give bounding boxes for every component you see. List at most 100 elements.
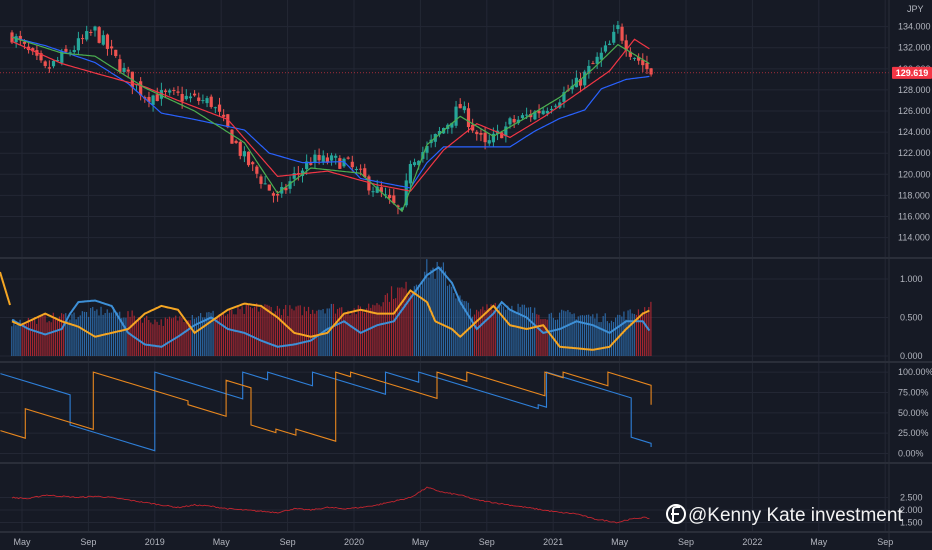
oscillator-bar xyxy=(202,317,204,356)
aroon-tick-label: 25.00% xyxy=(898,428,929,438)
candle-body xyxy=(97,27,101,43)
oscillator-bar xyxy=(31,318,34,356)
candle-body xyxy=(587,65,591,74)
oscillator-bar xyxy=(158,324,160,356)
time-tick-label: 2019 xyxy=(145,537,165,547)
candle-body xyxy=(51,60,56,67)
candle-body xyxy=(591,63,595,65)
oscillator-bar xyxy=(615,317,617,356)
oscillator-bar xyxy=(451,286,453,356)
oscillator-bar xyxy=(152,324,154,356)
oscillator-bar xyxy=(610,320,613,356)
candle-body xyxy=(549,108,554,111)
candle-body xyxy=(168,90,172,93)
oscillator-bar xyxy=(123,317,125,356)
oscillator-bar xyxy=(409,292,411,356)
oscillator-bar xyxy=(303,306,305,356)
oscillator-bar xyxy=(575,319,577,356)
time-tick-label: 2021 xyxy=(543,537,563,547)
oscillator-bar xyxy=(297,305,299,356)
lower-indicator-panel[interactable] xyxy=(11,486,650,524)
oscillator-bar xyxy=(635,314,637,356)
candle-body xyxy=(504,126,508,137)
oscillator-bar xyxy=(534,307,536,356)
oscillator-panel[interactable] xyxy=(0,259,652,356)
oscillator-bar xyxy=(577,316,579,356)
candle-body xyxy=(197,97,201,101)
oscillator-bar xyxy=(434,278,436,356)
oscillator-bar xyxy=(621,316,623,356)
oscillator-bar xyxy=(380,306,382,356)
candle-body xyxy=(263,183,267,185)
aroon-tick-label: 0.00% xyxy=(898,448,924,458)
oscillator-bar xyxy=(500,304,503,356)
candle-body xyxy=(305,161,309,170)
aroon-panel[interactable] xyxy=(0,371,652,452)
candle-body xyxy=(645,63,649,70)
oscillator-bar xyxy=(197,316,200,356)
aroon-line-0 xyxy=(0,371,652,452)
oscillator-bar xyxy=(449,284,451,356)
oscillator-bar xyxy=(579,315,581,356)
candle-body xyxy=(226,114,230,128)
oscillator-bar xyxy=(403,288,405,356)
grid-lines xyxy=(0,0,888,532)
candle-body xyxy=(350,161,354,168)
lower-tick-label: 2.000 xyxy=(900,505,923,515)
price-scale[interactable]: 134.000132.000130.000128.000126.000124.0… xyxy=(898,22,932,528)
oscillator-bar xyxy=(432,267,434,356)
oscillator-bar xyxy=(426,259,428,356)
oscillator-bar xyxy=(476,309,478,356)
price-panel[interactable] xyxy=(0,20,890,215)
oscillator-bar xyxy=(166,318,169,356)
oscillator-bar xyxy=(274,311,276,356)
candle-body xyxy=(475,131,479,135)
oscillator-bar xyxy=(461,299,463,356)
oscillator-bar xyxy=(110,312,112,356)
candle-body xyxy=(126,69,130,72)
time-tick-label: Sep xyxy=(479,537,495,547)
oscillator-bar xyxy=(164,317,166,356)
oscillator-bar xyxy=(29,321,32,356)
candle-body xyxy=(43,61,47,66)
time-tick-label: May xyxy=(412,537,430,547)
oscillator-bar xyxy=(218,314,220,356)
oscillator-bar xyxy=(42,316,44,356)
candle-body xyxy=(284,187,288,191)
oscillator-bar xyxy=(494,302,496,356)
price-tick-label: 134.000 xyxy=(898,22,931,32)
watermark-text: @Kenny Kate investment xyxy=(688,505,903,526)
oscillator-bar xyxy=(465,301,467,356)
oscillator-bar xyxy=(125,317,127,356)
oscillator-bar xyxy=(38,316,40,356)
candle-body xyxy=(201,100,205,102)
candle-body xyxy=(388,194,392,198)
oscillator-bar xyxy=(513,311,515,356)
oscillator-bar xyxy=(318,309,320,356)
oscillator-bar xyxy=(415,284,418,356)
oscillator-bar xyxy=(363,312,366,356)
oscillator-bar xyxy=(617,314,619,356)
candle-body xyxy=(321,155,325,162)
oscillator-bar xyxy=(307,306,310,356)
oscillator-bar xyxy=(46,322,48,356)
price-tick-label: 132.000 xyxy=(898,43,931,53)
oscillator-bar xyxy=(523,304,525,356)
candle-body xyxy=(354,169,359,171)
oscillator-bar xyxy=(482,306,484,356)
oscillator-bar xyxy=(280,315,283,356)
candle-body xyxy=(363,168,367,178)
oscillator-bar xyxy=(299,305,301,356)
oscillator-bar xyxy=(455,298,457,356)
candle-body xyxy=(89,32,93,34)
candle-body xyxy=(155,94,159,102)
oscillator-bar xyxy=(397,287,399,356)
oscillator-bar xyxy=(77,316,79,356)
oscillator-bar xyxy=(546,319,548,356)
oscillator-bar xyxy=(592,314,594,356)
oscillator-bar xyxy=(220,315,222,356)
time-scale[interactable]: May Sep 2019 May Sep 2020 May Sep 2021 May Sep 2022… xyxy=(13,537,893,547)
candle-body xyxy=(562,92,566,102)
oscillator-bar xyxy=(382,302,384,356)
